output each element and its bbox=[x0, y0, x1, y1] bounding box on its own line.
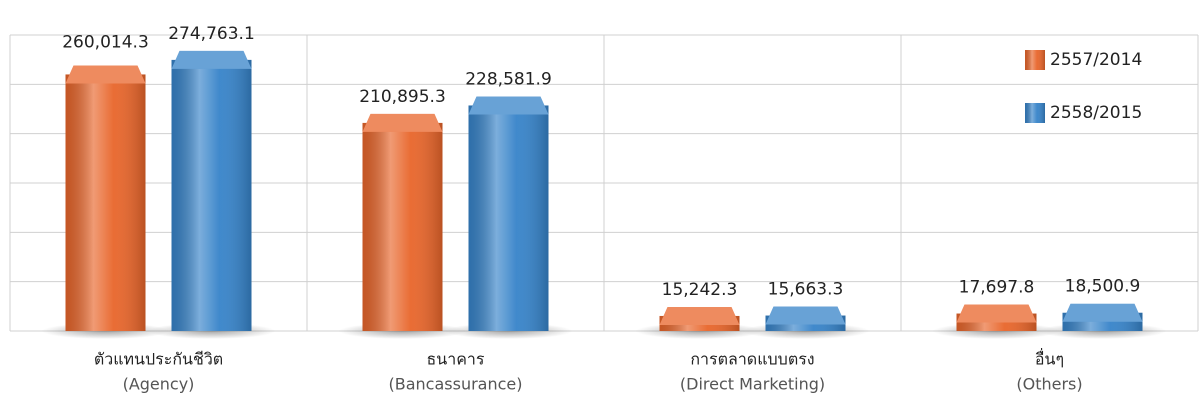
legend-swatch-shine bbox=[1025, 103, 1045, 123]
bar-cap bbox=[468, 96, 549, 115]
legend-label: 2557/2014 bbox=[1050, 50, 1142, 70]
bar-shine bbox=[362, 122, 443, 332]
data-label: 210,895.3 bbox=[359, 87, 446, 107]
x-tick-label: การตลาดแบบตรง bbox=[690, 350, 814, 369]
bar-cap-shine bbox=[468, 96, 549, 115]
bar-cap-shine bbox=[65, 65, 146, 84]
bar-shine bbox=[468, 105, 549, 332]
bar-shine bbox=[65, 74, 146, 331]
bar-cap bbox=[659, 306, 740, 325]
bar-cap-shine bbox=[765, 306, 846, 325]
data-label: 228,581.9 bbox=[465, 69, 552, 89]
x-tick-sublabel: (Bancassurance) bbox=[389, 375, 523, 394]
legend-swatch-shine bbox=[1025, 50, 1045, 70]
bar-cap bbox=[765, 306, 846, 325]
x-tick-sublabel: (Direct Marketing) bbox=[680, 375, 825, 394]
data-label: 15,663.3 bbox=[768, 280, 844, 300]
bar-cap bbox=[171, 50, 252, 69]
bar-cap-shine bbox=[956, 304, 1037, 323]
bar-cap-shine bbox=[1062, 303, 1143, 322]
bar-cap bbox=[362, 113, 443, 132]
bar-cap bbox=[1062, 303, 1143, 322]
data-label: 260,014.3 bbox=[62, 32, 149, 52]
bar-cap-shine bbox=[171, 50, 252, 69]
x-tick-sublabel: (Others) bbox=[1016, 375, 1082, 394]
x-tick-label: ธนาคาร bbox=[427, 350, 485, 369]
x-tick-label: อื่นๆ bbox=[1035, 348, 1064, 369]
data-label: 15,242.3 bbox=[662, 280, 738, 300]
bar-cap bbox=[956, 304, 1037, 323]
x-tick-sublabel: (Agency) bbox=[123, 375, 195, 394]
bar-cap bbox=[65, 65, 146, 84]
legend-label: 2558/2015 bbox=[1050, 103, 1142, 123]
bar-shine bbox=[171, 59, 252, 331]
data-label: 17,697.8 bbox=[959, 278, 1035, 298]
bar-cap-shine bbox=[362, 113, 443, 132]
data-label: 274,763.1 bbox=[168, 24, 255, 44]
bar-cap-shine bbox=[659, 306, 740, 325]
data-label: 18,500.9 bbox=[1065, 277, 1141, 297]
x-tick-label: ตัวแทนประกันชีวิต bbox=[94, 350, 223, 369]
